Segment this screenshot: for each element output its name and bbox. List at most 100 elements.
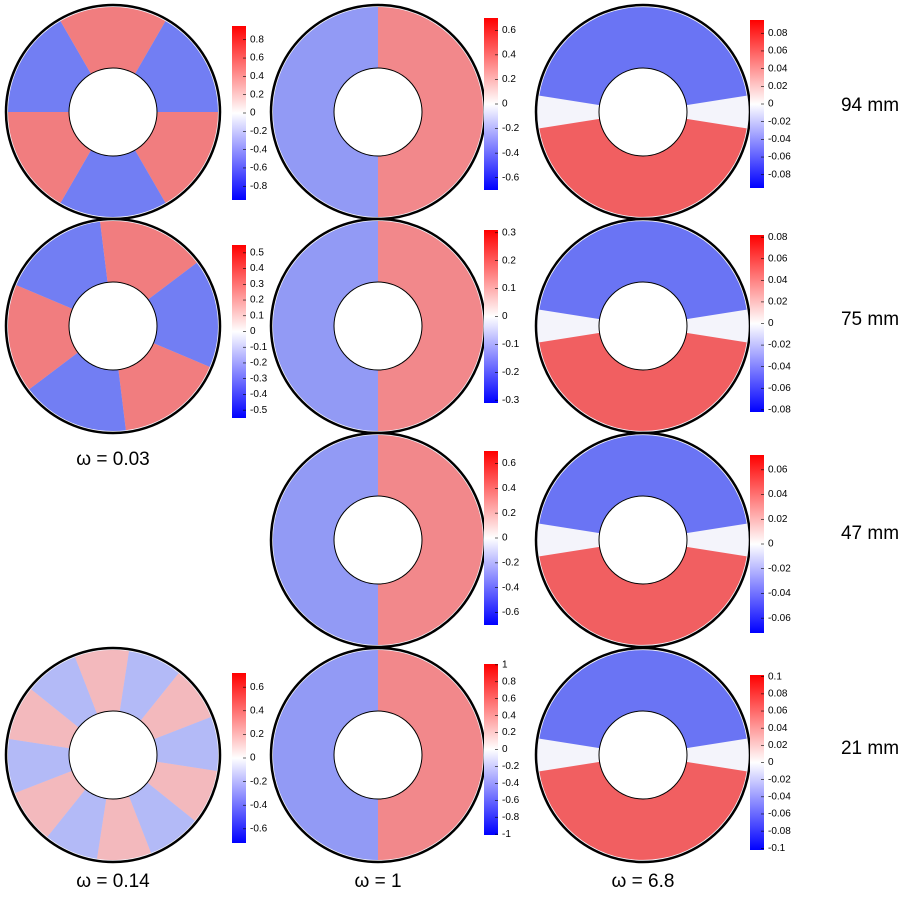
colorbar-tick-label: 0.4 bbox=[502, 49, 516, 60]
colorbar bbox=[484, 451, 498, 625]
colorbar-tick-label: -0.2 bbox=[502, 557, 520, 568]
colorbar-tick-label: 0.2 bbox=[250, 89, 264, 100]
field-sector bbox=[273, 7, 378, 217]
field-sector bbox=[47, 789, 107, 859]
colorbar-tick-label: 0.6 bbox=[502, 693, 516, 704]
inner-cylinder bbox=[68, 281, 158, 371]
panel: 0.08 0.06 0.04 0.02 0 -0.02 -0.04 -0.06 -0.08 bbox=[534, 3, 791, 221]
field-sector bbox=[539, 221, 747, 320]
panel: 0.6 0.4 0.2 0 -0.2 -0.4 -0.6 bbox=[269, 3, 520, 221]
colorbar-tick-label: 0.04 bbox=[768, 63, 788, 74]
colorbar-tick-label: 0.04 bbox=[768, 489, 788, 500]
colorbar-tick-label: 0.04 bbox=[768, 723, 788, 734]
outer-wall bbox=[4, 217, 222, 435]
field-sector bbox=[16, 221, 108, 309]
colorbar-tick-label: 0.02 bbox=[768, 740, 788, 751]
field-sector bbox=[148, 262, 219, 367]
panel: 0.06 0.04 0.02 0 -0.02 -0.04 -0.06 bbox=[534, 431, 791, 649]
colorbar-tick-label: -0.04 bbox=[768, 361, 791, 372]
outer-wall bbox=[4, 646, 222, 864]
colorbar bbox=[484, 230, 498, 403]
row-label: 47 mm bbox=[841, 523, 899, 544]
field-sector bbox=[8, 21, 91, 113]
colorbar-tick-label: -0.1 bbox=[250, 342, 268, 353]
field-sector bbox=[128, 782, 195, 853]
colorbar-tick-label: 0.2 bbox=[502, 508, 516, 519]
inner-cylinder bbox=[333, 495, 423, 585]
column-label: ω = 6.8 bbox=[612, 871, 675, 892]
colorbar-tick-label: -0.06 bbox=[768, 383, 791, 394]
field-sector bbox=[378, 650, 483, 860]
field-sector bbox=[273, 221, 378, 431]
colorbar-tick-label: -0.4 bbox=[502, 778, 520, 789]
field-sector bbox=[378, 435, 483, 645]
colorbar-tick-label: 0 bbox=[768, 318, 774, 329]
colorbar bbox=[750, 675, 764, 850]
colorbar-tick-label: 0 bbox=[502, 533, 508, 544]
column-label: ω = 0.14 bbox=[76, 871, 150, 892]
colorbar-tick-label: 0.8 bbox=[250, 34, 264, 45]
colorbar-tick-label: -0.6 bbox=[502, 607, 520, 618]
field-sector bbox=[539, 650, 747, 749]
colorbar-tick-label: -0.2 bbox=[250, 358, 268, 369]
panel: 0.6 0.4 0.2 0 -0.2 -0.4 -0.6 bbox=[4, 646, 268, 864]
colorbar-tick-label: -0.6 bbox=[250, 823, 268, 834]
colorbar-tick-label: 0.6 bbox=[250, 53, 264, 64]
colorbar-tick-label: -0.08 bbox=[768, 169, 791, 180]
colorbar-tick-label: -0.02 bbox=[768, 340, 791, 351]
colorbar-tick-label: -0.2 bbox=[250, 776, 268, 787]
field-sector bbox=[378, 221, 483, 431]
inner-cylinder bbox=[333, 67, 423, 157]
field-sector bbox=[273, 435, 378, 645]
colorbar-tick-label: 0 bbox=[250, 326, 256, 337]
colorbar-tick-label: 0 bbox=[768, 99, 774, 110]
panel: 0.08 0.06 0.04 0.02 0 -0.02 -0.04 -0.06 -0.08 bbox=[534, 217, 791, 435]
colorbar bbox=[232, 673, 246, 843]
colorbar-tick-label: -0.5 bbox=[250, 405, 268, 416]
colorbar-tick-label: 0.1 bbox=[768, 671, 782, 682]
colorbar-tick-label: 1 bbox=[502, 659, 508, 670]
colorbar-tick-label: 0.4 bbox=[250, 705, 264, 716]
field-sector bbox=[539, 7, 747, 106]
panel: 1 0.8 0.6 0.4 0.2 0 -0.2 -0.4 -0.6 -0.8 -1 bbox=[269, 646, 520, 864]
field-sector bbox=[154, 717, 219, 771]
panel-caption: ω = 0.03 bbox=[76, 449, 149, 470]
field-sector bbox=[60, 7, 166, 74]
colorbar-tick-label: 0 bbox=[502, 744, 508, 755]
colorbar bbox=[750, 20, 764, 188]
field-sector bbox=[100, 221, 197, 300]
colorbar bbox=[750, 455, 764, 633]
field-sector bbox=[31, 657, 98, 728]
panel: 0.3 0.2 0.1 0 -0.1 -0.2 -0.3 bbox=[269, 217, 520, 435]
colorbar-tick-label: -0.6 bbox=[502, 795, 520, 806]
colorbar-tick-label: -0.8 bbox=[502, 812, 520, 823]
colorbar-tick-label: 0.2 bbox=[250, 295, 264, 306]
colorbar-tick-label: -0.08 bbox=[768, 404, 791, 415]
panel: 0.5 0.4 0.3 0.2 0.1 0 -0.1 -0.2 -0.3 -0.4 -0.5 ω = … bbox=[4, 217, 268, 470]
colorbar-tick-label: 0.02 bbox=[768, 297, 788, 308]
colorbar-tick-label: 0.4 bbox=[502, 483, 516, 494]
colorbar-tick-label: 0.4 bbox=[250, 263, 264, 274]
colorbar-tick-label: -0.06 bbox=[768, 152, 791, 163]
row-label: 94 mm bbox=[841, 95, 899, 116]
colorbar-tick-label: -0.6 bbox=[250, 163, 268, 174]
field-sector bbox=[140, 673, 211, 740]
colorbar-tick-label: 0.04 bbox=[768, 275, 788, 286]
colorbar-tick-label: -0.4 bbox=[250, 800, 268, 811]
inner-cylinder bbox=[598, 710, 688, 800]
colorbar-tick-label: 0.6 bbox=[502, 458, 516, 469]
colorbar-tick-label: -0.3 bbox=[502, 395, 520, 406]
row-label: 75 mm bbox=[841, 309, 899, 330]
field-sector bbox=[378, 7, 483, 217]
colorbar-tick-label: 0 bbox=[250, 753, 256, 764]
colorbar-tick-label: 0 bbox=[250, 108, 256, 119]
inner-cylinder bbox=[68, 710, 158, 800]
field-sector bbox=[60, 150, 166, 217]
colorbar-tick-label: -0.02 bbox=[768, 774, 791, 785]
field-sector bbox=[147, 761, 217, 821]
colorbar-tick-label: 0.4 bbox=[502, 710, 516, 721]
colorbar-tick-label: 0 bbox=[768, 539, 774, 550]
colorbar-tick-label: 0.6 bbox=[250, 682, 264, 693]
inner-cylinder bbox=[68, 67, 158, 157]
